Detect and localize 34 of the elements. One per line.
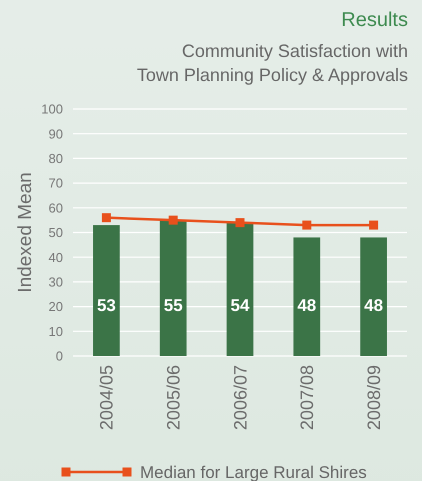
chart-subtitle: Community Satisfaction with Town Planning Policy & Approvals: [136, 41, 408, 85]
y-tick-label: 40: [48, 250, 63, 265]
data-label: 48: [364, 296, 384, 315]
point: [168, 216, 178, 225]
x-tick-label: 2006/07: [230, 365, 250, 430]
chart-title: Results: [341, 9, 408, 31]
x-tick-label: 2007/08: [297, 365, 318, 430]
y-tick-label: 50: [48, 225, 63, 240]
data-label: 55: [164, 296, 183, 315]
data-label: 54: [230, 296, 250, 315]
x-tick-label: 2004/05: [96, 365, 117, 430]
x-tick-label: 2008/09: [364, 365, 384, 430]
y-tick-label: 100: [41, 102, 63, 117]
bar: [160, 220, 187, 356]
data-label: 53: [96, 296, 116, 315]
y-tick-label: 10: [48, 324, 63, 339]
point: [302, 220, 312, 230]
y-tick-label: 70: [48, 176, 63, 191]
bar: [93, 225, 120, 356]
y-tick-label: 20: [48, 299, 63, 314]
y-tick-label: 30: [48, 274, 63, 290]
y-tick-label: 60: [48, 200, 63, 216]
y-tick-label: 90: [48, 126, 63, 142]
data-label: 48: [297, 296, 316, 315]
bar: [226, 222, 254, 356]
y-tick-label: 80: [48, 150, 63, 166]
x-tick-label: 2005/06: [164, 365, 184, 430]
y-axis-title: Indexed Mean: [15, 172, 36, 293]
y-tick-label: 0: [56, 348, 63, 364]
point: [369, 220, 378, 230]
bar: [293, 237, 320, 356]
point: [102, 213, 111, 222]
point: [236, 218, 244, 228]
bar: [360, 237, 387, 356]
